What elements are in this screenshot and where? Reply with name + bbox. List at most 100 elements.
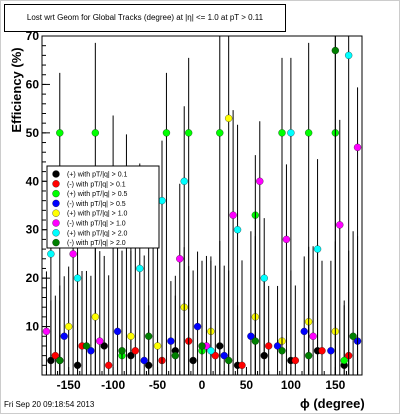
legend-marker [52,170,60,178]
data-point [167,337,175,345]
data-point [176,255,184,263]
data-point [238,361,246,369]
data-point [180,177,188,185]
data-point [100,342,108,350]
data-point [193,322,202,331]
data-point [207,347,215,355]
data-point [87,347,95,355]
legend-entry: (-) with pT/|q| > 2.0 [67,240,126,247]
x-tick-label: -50 [149,378,167,392]
legend-entry: (+) with pT/|q| > 0.5 [67,191,128,198]
data-point [171,351,179,360]
data-point [140,356,148,365]
x-tick-label: 100 [281,378,301,392]
legend-marker [52,238,60,247]
data-point [69,250,77,258]
data-point [145,332,153,340]
data-point [162,129,171,137]
data-point [225,114,233,122]
legend-marker [52,189,60,198]
x-tick-label: 50 [240,378,254,392]
y-tick-label: 20 [26,271,40,285]
x-tick-label: 150 [325,378,345,392]
data-point [353,143,362,152]
data-point [82,342,91,350]
data-point [313,245,322,253]
legend-entry: (-) with pT/|q| > 1.0 [67,221,126,228]
data-point [251,337,259,345]
data-point [211,351,219,360]
data-point [300,327,308,336]
data-point [282,235,291,244]
data-point [56,129,64,137]
data-point [247,332,255,340]
data-point [56,356,64,365]
chart-title: Lost wrt Geom for Global Tracks [26,13,142,22]
data-point [189,356,197,365]
data-point [198,342,206,350]
data-point [127,332,135,340]
legend-marker [52,180,60,188]
data-point [336,221,344,229]
data-point [278,129,286,137]
data-point [96,337,104,345]
data-point [331,46,339,55]
data-point [220,351,228,360]
y-tick-label: 60 [26,77,40,91]
data-point [91,129,99,137]
legend-entry: (-) with pT/|q| > 0.1 [67,181,126,188]
data-point [287,129,295,137]
chart-title-box: Lost wrt Geom for Global Tracks (degree)… [4,4,286,32]
legend-marker [52,199,60,208]
y-tick-label: 70 [26,29,40,43]
y-tick-label: 30 [26,223,40,237]
legend-marker [52,229,60,237]
data-point [47,250,55,258]
data-point [158,197,166,205]
legend-entry: (+) with pT/|q| > 2.0 [67,230,128,237]
data-point [340,356,348,365]
data-point [65,322,73,331]
data-point [327,347,335,355]
data-point [273,342,282,350]
data-point [51,351,59,360]
y-tick-label: 50 [26,126,40,140]
data-point [153,342,162,350]
data-point [73,274,82,282]
data-point [260,274,268,282]
data-point [185,129,193,137]
data-point [229,211,237,219]
data-point [233,226,242,234]
legend-marker [52,219,60,227]
y-tick-label: 40 [26,174,40,188]
data-point [305,129,313,137]
timestamp-footer: Fri Sep 20 09:18:54 2013 [4,400,95,409]
data-point [118,347,126,355]
legend-entry: (+) with pT/|q| > 0.1 [67,172,128,179]
data-point [136,264,144,273]
data-point [309,332,317,340]
data-point [345,51,353,60]
legend-entry: (+) with pT/|q| > 1.0 [67,211,128,218]
data-point [265,342,273,350]
x-axis-label: ϕ (degree) [300,396,365,411]
x-tick-label: -150 [57,378,81,392]
data-point [42,327,51,336]
y-tick-label: 10 [26,320,40,334]
data-point [113,327,122,336]
legend-entry: (-) with pT/|q| > 0.5 [67,201,126,208]
x-tick-label: 0 [199,378,206,392]
data-point [91,313,99,321]
data-point [349,332,357,340]
data-point [305,351,313,360]
data-point [105,361,113,369]
chart-title-suffix: (degree) at |η| <= 1.0 at pT > 0.11 [143,13,264,22]
data-point [225,356,233,365]
data-point [131,347,139,355]
legend-marker [52,209,60,217]
data-point [256,177,264,185]
data-point [291,356,299,365]
data-point [278,347,286,355]
legend-box [46,165,160,249]
